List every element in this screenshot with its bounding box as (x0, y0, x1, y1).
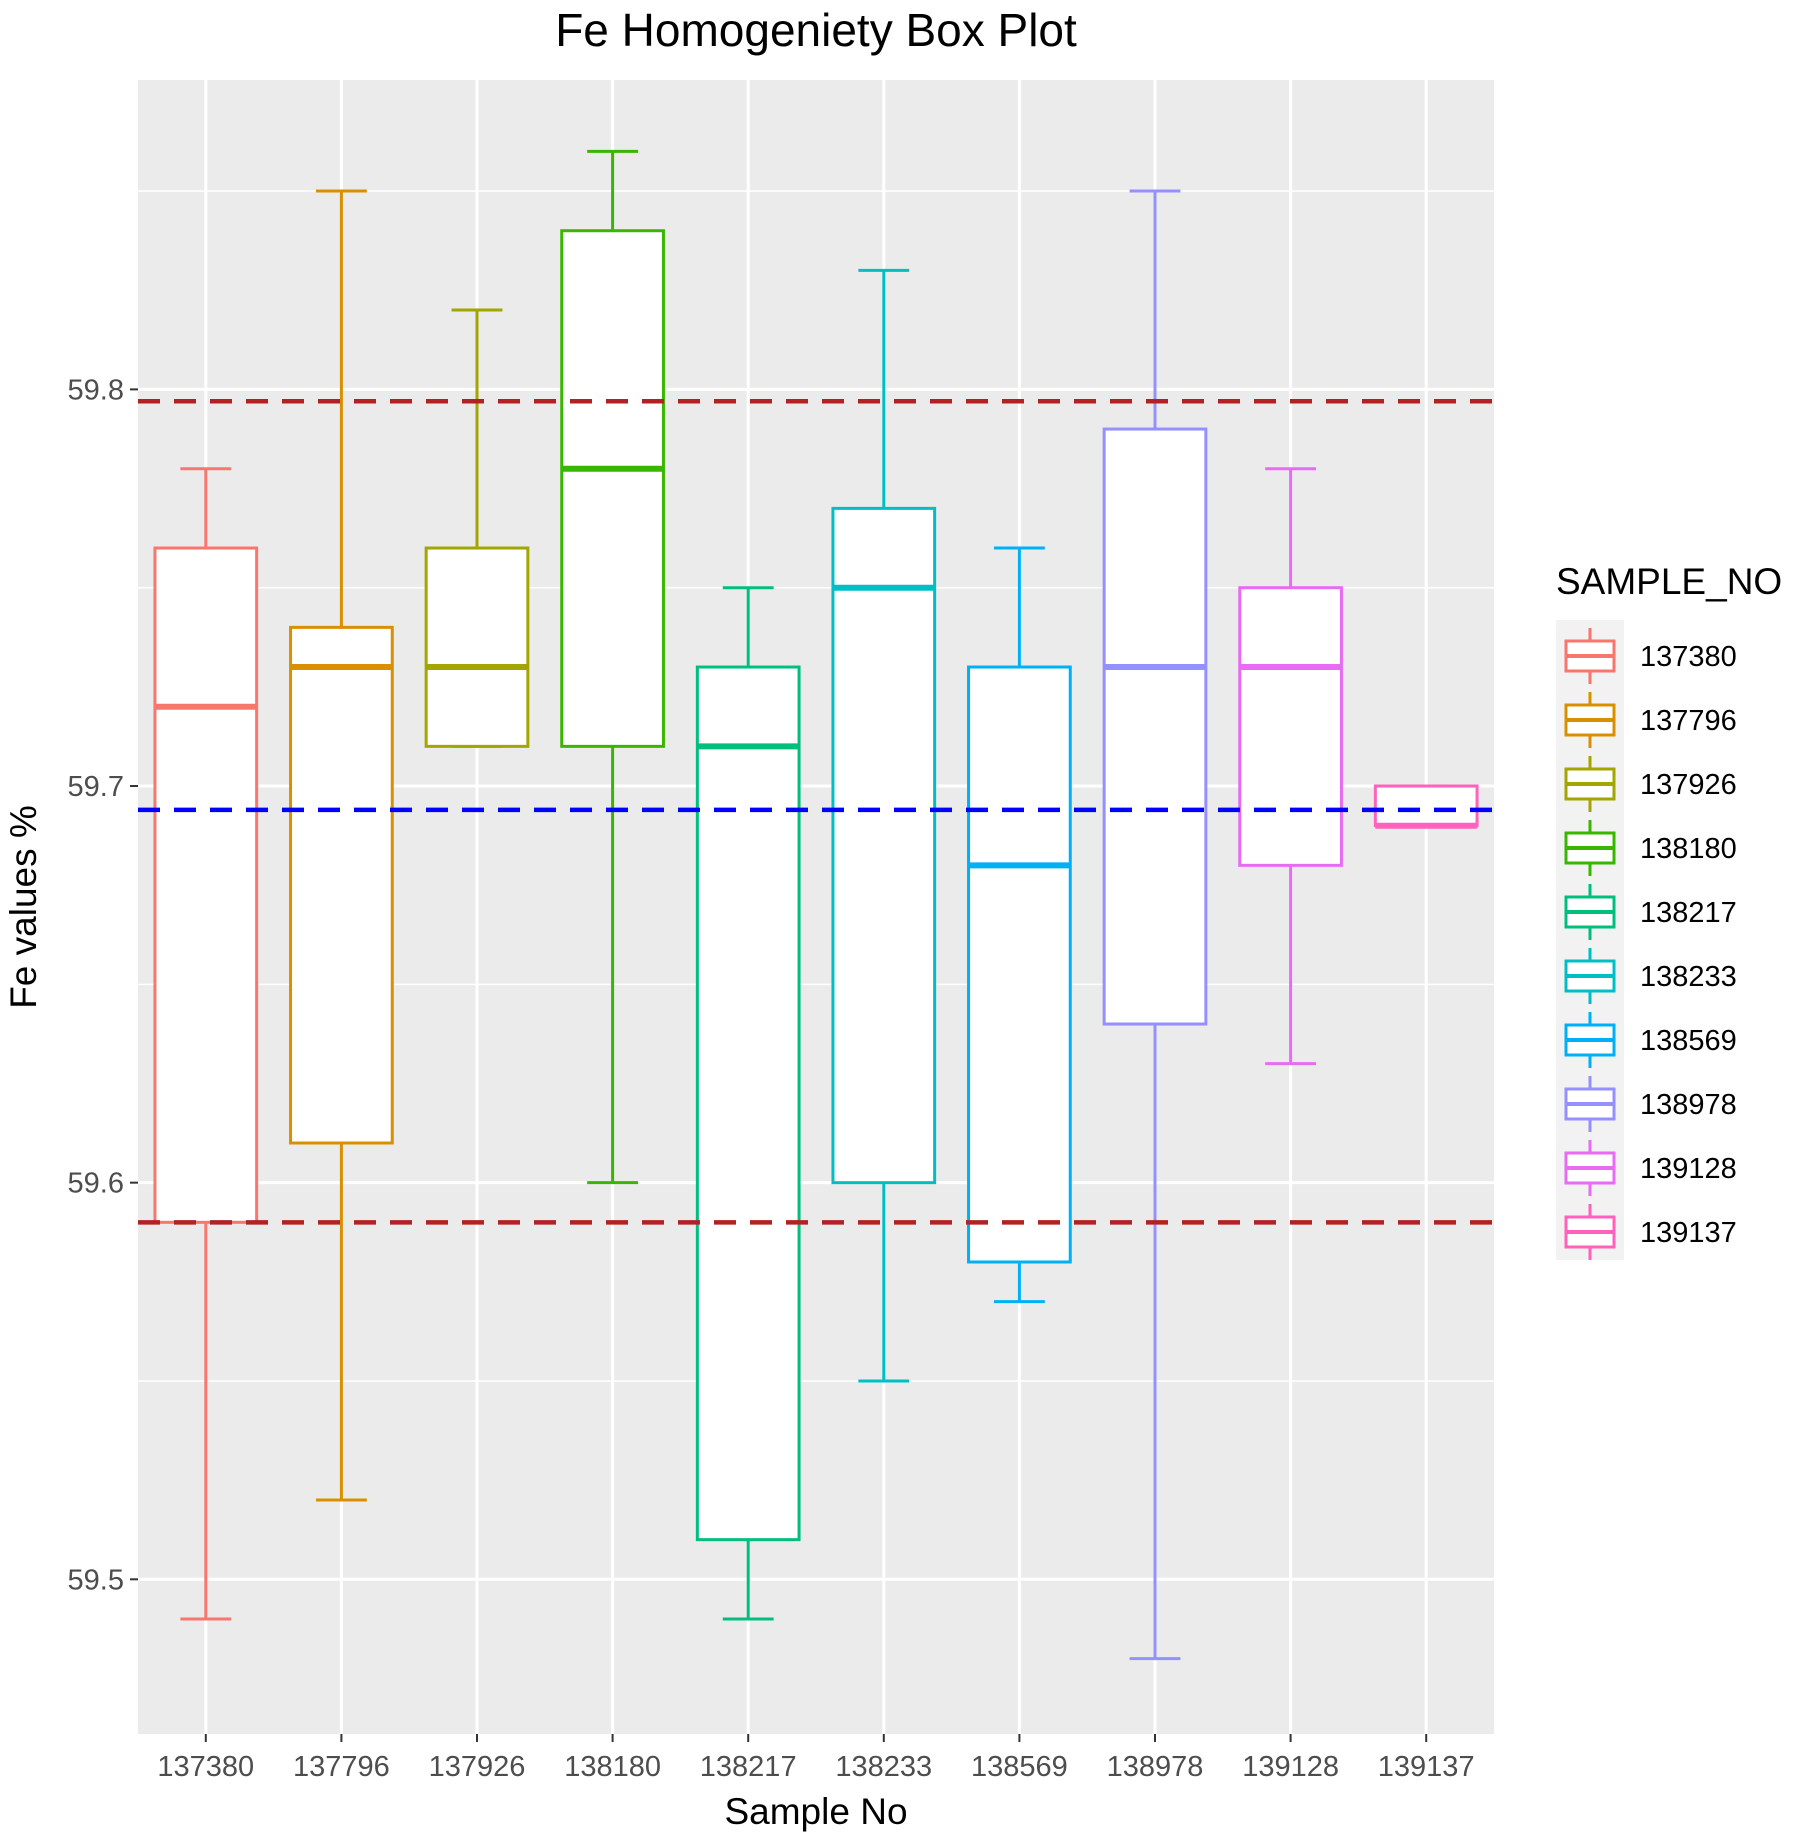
legend-label: 138569 (1640, 1025, 1737, 1057)
legend-label: 138180 (1640, 833, 1737, 865)
box-139128 (1238, 467, 1343, 1066)
legend-item: 137796 (1564, 692, 1737, 748)
box-139137 (1373, 784, 1479, 829)
y-tick-label: 59.5 (68, 1564, 124, 1596)
legend-label: 139137 (1640, 1217, 1737, 1249)
legend-label: 138233 (1640, 961, 1737, 993)
x-tick-label: 139137 (1378, 1751, 1475, 1783)
chart-title: Fe Homogeniety Box Plot (555, 4, 1077, 56)
box-137796 (289, 189, 394, 1502)
x-tick-label: 138569 (971, 1751, 1068, 1783)
box-body (424, 546, 530, 748)
x-tick-label: 138180 (564, 1751, 661, 1783)
box-138569 (967, 546, 1072, 1304)
box-138233 (831, 268, 937, 1383)
legend-item: 138217 (1564, 884, 1737, 940)
legend-item: 139137 (1564, 1204, 1737, 1260)
x-axis-title: Sample No (724, 1791, 907, 1832)
y-axis: 59.5 59.6 59.7 59.8 (68, 374, 138, 1596)
legend-item: 139128 (1564, 1140, 1737, 1196)
y-tick-label: 59.8 (68, 374, 124, 406)
box-body (831, 506, 937, 1185)
legend-item: 138978 (1564, 1076, 1737, 1132)
box-138978 (1102, 189, 1208, 1661)
box-body (153, 546, 259, 1224)
legend-label: 137380 (1640, 641, 1737, 673)
box-137926 (424, 308, 530, 748)
box-series (153, 149, 1479, 1661)
legend-label: 139128 (1640, 1153, 1737, 1185)
box-138180 (560, 149, 665, 1185)
x-tick-label: 138217 (700, 1751, 797, 1783)
x-axis: 137380 137796 137926 138180 138217 138233 1385… (157, 1734, 1475, 1783)
legend-item: 137926 (1564, 756, 1737, 812)
box-body (1373, 784, 1479, 828)
x-tick-label: 137926 (429, 1751, 526, 1783)
y-tick-label: 59.6 (68, 1168, 124, 1200)
x-tick-label: 137380 (157, 1751, 254, 1783)
legend: 137380 137796 137926 138180 138217 138233 1385… (1564, 628, 1737, 1260)
y-axis-title: Fe values % (3, 805, 44, 1009)
legend-item: 138569 (1564, 1012, 1737, 1068)
x-tick-label: 137796 (293, 1751, 390, 1783)
legend-item: 138233 (1564, 948, 1737, 1004)
legend-label: 137796 (1640, 705, 1737, 737)
box-body (1238, 586, 1343, 867)
legend-label: 137926 (1640, 769, 1737, 801)
legend-label: 138217 (1640, 897, 1737, 929)
box-body (1102, 427, 1208, 1026)
legend-item: 138180 (1564, 820, 1737, 876)
box-138217 (695, 586, 801, 1621)
legend-item: 137380 (1564, 628, 1737, 684)
box-body (289, 625, 394, 1145)
x-tick-label: 139128 (1242, 1751, 1339, 1783)
box-body (967, 665, 1072, 1264)
legend-label: 138978 (1640, 1089, 1737, 1121)
x-tick-label: 138233 (835, 1751, 932, 1783)
box-body (560, 229, 665, 748)
box-body (695, 665, 801, 1542)
legend-title: SAMPLE_NO (1556, 561, 1782, 602)
y-tick-label: 59.7 (68, 771, 124, 803)
reference-lines (138, 399, 1494, 1225)
x-tick-label: 138978 (1107, 1751, 1204, 1783)
box-137380 (153, 467, 259, 1621)
